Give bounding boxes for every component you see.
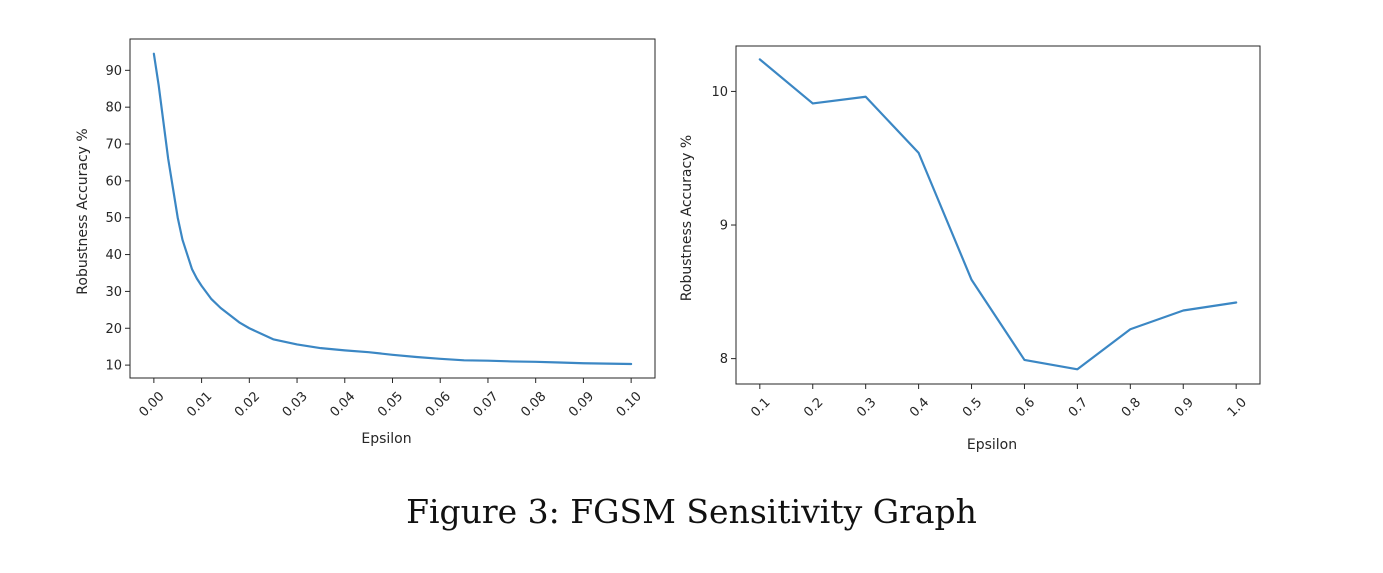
- x-tick-label: 0.10: [614, 389, 645, 420]
- x-axis-label: Epsilon: [361, 431, 411, 447]
- x-tick-label: 0.00: [137, 389, 168, 420]
- x-tick-label: 0.7: [1066, 395, 1091, 420]
- plot-frame: [735, 45, 1261, 385]
- y-tick-label: 50: [105, 211, 122, 226]
- series-line: [152, 52, 633, 366]
- x-tick-label: 0.08: [518, 389, 549, 420]
- y-tick-label: 60: [105, 174, 122, 189]
- y-tick-label: 10: [105, 359, 122, 374]
- x-tick-label: 0.6: [1013, 395, 1038, 420]
- x-tick-label: 0.07: [471, 389, 502, 420]
- x-tick-label: 0.06: [423, 389, 454, 420]
- x-tick-label: 0.9: [1172, 395, 1197, 420]
- chart-2: 8 9 10 0.1 0.2 0.3 0.4 0.5 0.6 0.7 0.8 0.9 1.0 Epsilo…: [679, 45, 1261, 453]
- x-tick-label: 0.2: [801, 395, 826, 420]
- x-tick-label: 0.02: [232, 389, 263, 420]
- x-tick-label: 0.03: [280, 389, 311, 420]
- x-tick-label: 0.5: [960, 395, 985, 420]
- x-tick-label: 0.1: [748, 395, 773, 420]
- y-tick-label: 10: [711, 85, 728, 100]
- x-tick-label: 1.0: [1225, 395, 1250, 420]
- x-tick-label: 0.01: [184, 389, 215, 420]
- x-tick-label: 0.3: [854, 395, 879, 420]
- x-axis-label: Epsilon: [967, 437, 1017, 453]
- y-tick-label: 90: [105, 64, 122, 79]
- y-tick-label: 30: [105, 285, 122, 300]
- y-tick-label: 80: [105, 101, 122, 116]
- y-tick-label: 9: [720, 219, 728, 234]
- plot-frame: [129, 38, 656, 379]
- figure-caption: Figure 3: FGSM Sensitivity Graph: [406, 492, 977, 531]
- y-tick-label: 40: [105, 248, 122, 263]
- x-tick-label: 0.8: [1119, 395, 1144, 420]
- y-tick-label: 8: [720, 352, 728, 367]
- y-axis-label: Robustness Accuracy %: [679, 135, 695, 301]
- x-tick-label: 0.09: [566, 389, 597, 420]
- chart-1: 10 20 30 40 50 60 70 80 90 0.00 0.01 0.02 0.03 0.04 0.…: [75, 38, 656, 447]
- y-axis-label: Robustness Accuracy %: [75, 128, 91, 294]
- series-line: [758, 58, 1238, 371]
- x-tick-label: 0.4: [907, 395, 932, 420]
- chart-canvas: 10 20 30 40 50 60 70 80 90 0.00 0.01 0.02 0.03 0.04 0.…: [75, 38, 1261, 453]
- y-tick-label: 20: [105, 322, 122, 337]
- x-tick-label: 0.05: [375, 389, 406, 420]
- x-tick-label: 0.04: [327, 389, 358, 420]
- y-tick-label: 70: [105, 138, 122, 153]
